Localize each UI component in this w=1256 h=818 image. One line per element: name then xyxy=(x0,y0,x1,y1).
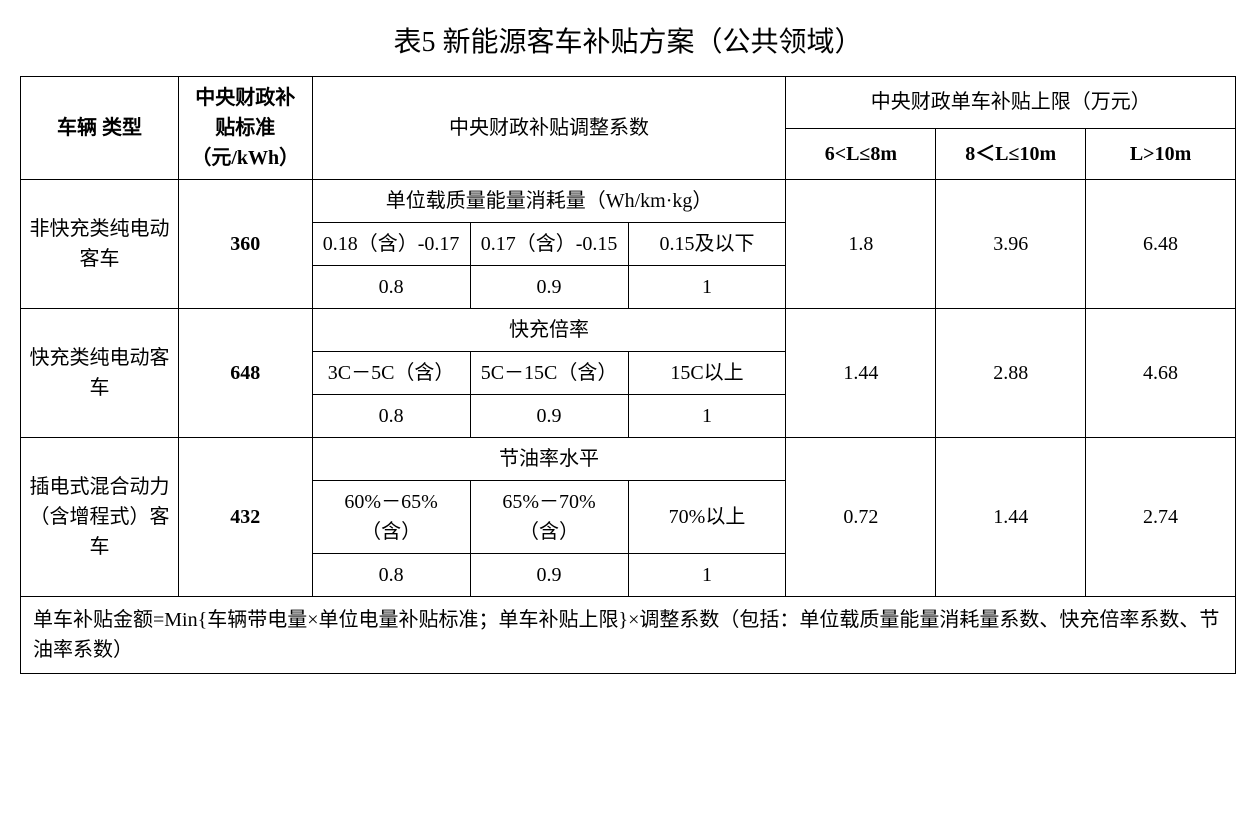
header-subsidy-std: 中央财政补贴标准（元/kWh） xyxy=(178,77,312,180)
subsidy-table: 车辆 类型 中央财政补贴标准（元/kWh） 中央财政补贴调整系数 中央财政单车补… xyxy=(20,76,1236,674)
row-2-coef-1: 0.9 xyxy=(470,395,628,438)
row-3-coef-0: 0.8 xyxy=(312,554,470,597)
header-adj-coef: 中央财政补贴调整系数 xyxy=(312,77,786,180)
row-2-cap-0: 1.44 xyxy=(786,309,936,438)
row-2-range-2: 15C以上 xyxy=(628,352,786,395)
row-2-coef-2: 1 xyxy=(628,395,786,438)
row-3-coef-2: 1 xyxy=(628,554,786,597)
row-2-cap-2: 4.68 xyxy=(1086,309,1236,438)
row-1-std: 360 xyxy=(178,180,312,309)
row-1-range-1: 0.17（含）-0.15 xyxy=(470,223,628,266)
row-3-cap-0: 0.72 xyxy=(786,438,936,597)
row-2-metric-label: 快充倍率 xyxy=(312,309,786,352)
row-2-cap-1: 2.88 xyxy=(936,309,1086,438)
table-title: 表5 新能源客车补贴方案（公共领域） xyxy=(20,20,1236,60)
row-3-range-2: 70%以上 xyxy=(628,481,786,554)
row-3-metric-label: 节油率水平 xyxy=(312,438,786,481)
row-1-cap-2: 6.48 xyxy=(1086,180,1236,309)
row-3-cap-1: 1.44 xyxy=(936,438,1086,597)
header-cap-8-10: 8＜L≤10m xyxy=(936,128,1086,180)
row-3-coef-1: 0.9 xyxy=(470,554,628,597)
row-2-coef-0: 0.8 xyxy=(312,395,470,438)
row-1-coef-0: 0.8 xyxy=(312,266,470,309)
row-3-metric: 插电式混合动力（含增程式）客车 432 节油率水平 0.72 1.44 2.74 xyxy=(21,438,1236,481)
row-2-type: 快充类纯电动客车 xyxy=(21,309,179,438)
row-1-coef-2: 1 xyxy=(628,266,786,309)
row-1-range-2: 0.15及以下 xyxy=(628,223,786,266)
footnote-row: 单车补贴金额=Min{车辆带电量×单位电量补贴标准；单车补贴上限}×调整系数（包… xyxy=(21,597,1236,674)
row-3-range-0: 60%－65%（含） xyxy=(312,481,470,554)
header-vehicle-type: 车辆 类型 xyxy=(21,77,179,180)
row-1-coef-1: 0.9 xyxy=(470,266,628,309)
header-cap-gt10: L>10m xyxy=(1086,128,1236,180)
row-2-range-1: 5C－15C（含） xyxy=(470,352,628,395)
row-1-type: 非快充类纯电动客车 xyxy=(21,180,179,309)
row-3-cap-2: 2.74 xyxy=(1086,438,1236,597)
header-cap-parent: 中央财政单车补贴上限（万元） xyxy=(786,77,1236,129)
row-1-metric-label: 单位载质量能量消耗量（Wh/km·kg） xyxy=(312,180,786,223)
row-1-metric: 非快充类纯电动客车 360 单位载质量能量消耗量（Wh/km·kg） 1.8 3… xyxy=(21,180,1236,223)
row-3-std: 432 xyxy=(178,438,312,597)
row-2-std: 648 xyxy=(178,309,312,438)
row-3-type: 插电式混合动力（含增程式）客车 xyxy=(21,438,179,597)
header-cap-6-8: 6<L≤8m xyxy=(786,128,936,180)
row-2-metric: 快充类纯电动客车 648 快充倍率 1.44 2.88 4.68 xyxy=(21,309,1236,352)
footnote-cell: 单车补贴金额=Min{车辆带电量×单位电量补贴标准；单车补贴上限}×调整系数（包… xyxy=(21,597,1236,674)
row-1-cap-0: 1.8 xyxy=(786,180,936,309)
row-3-range-1: 65%－70%（含） xyxy=(470,481,628,554)
row-2-range-0: 3C－5C（含） xyxy=(312,352,470,395)
row-1-cap-1: 3.96 xyxy=(936,180,1086,309)
header-row-1: 车辆 类型 中央财政补贴标准（元/kWh） 中央财政补贴调整系数 中央财政单车补… xyxy=(21,77,1236,129)
row-1-range-0: 0.18（含）-0.17 xyxy=(312,223,470,266)
